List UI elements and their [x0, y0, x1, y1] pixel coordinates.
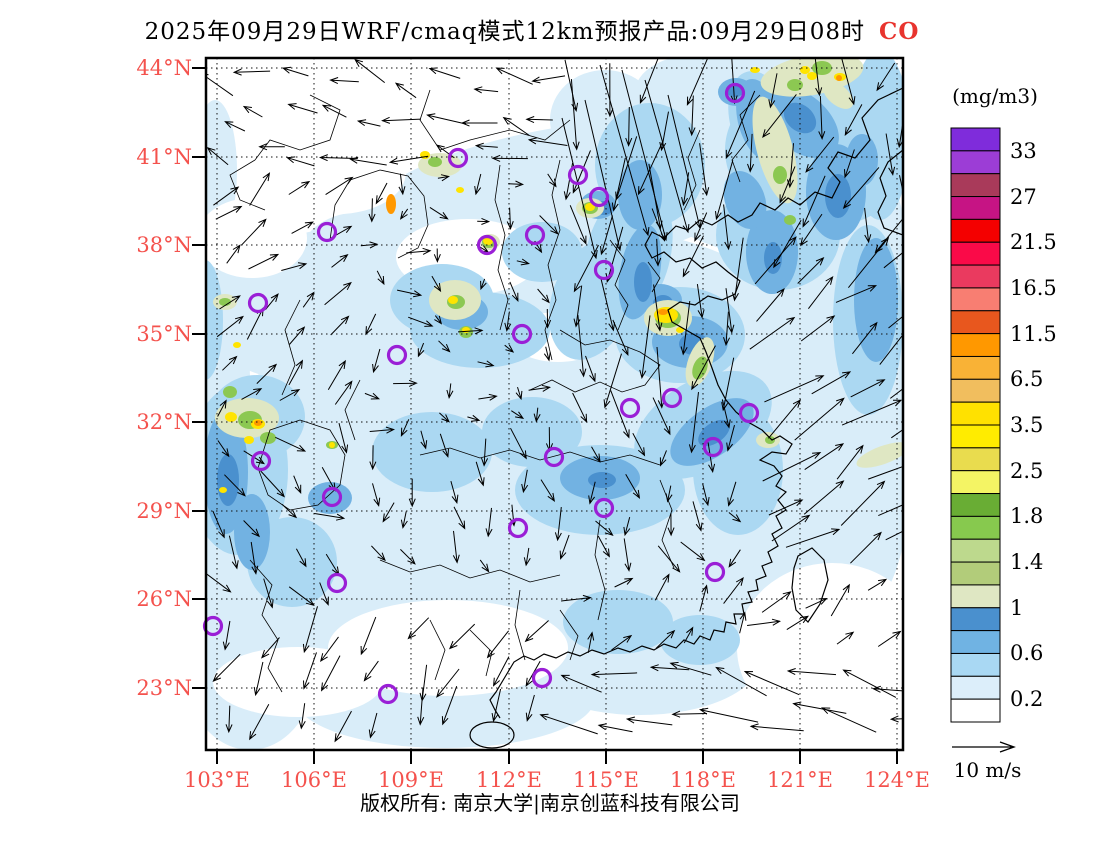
city-marker [704, 561, 726, 583]
title-text: 2025年09月29日WRF/cmaq模式12km预报产品:09月29日08时 [144, 19, 866, 45]
city-marker [567, 164, 589, 186]
city-marker [321, 486, 343, 508]
lon-label: 109°E [378, 768, 444, 792]
city-marker [619, 397, 641, 419]
page-title: 2025年09月29日WRF/cmaq模式12km预报产品:09月29日08时 C… [0, 12, 1064, 46]
lat-label: 29°N [136, 499, 192, 523]
legend-tick-label: 2.5 [1010, 458, 1044, 483]
city-marker [593, 259, 615, 281]
lon-label: 112°E [476, 768, 542, 792]
city-marker [326, 572, 348, 594]
city-marker [593, 497, 615, 519]
city-marker [476, 234, 498, 256]
legend-tick-label: 1 [1010, 595, 1024, 620]
city-marker [507, 517, 529, 539]
legend-tick-label: 0.6 [1010, 641, 1044, 666]
lon-label: 124°E [864, 768, 930, 792]
wind-scale-label: 10 m/s [953, 758, 1022, 782]
city-marker [316, 221, 338, 243]
lat-label: 38°N [136, 233, 192, 257]
legend-tick-label: 27 [1010, 184, 1037, 209]
legend-tick-label: 6.5 [1010, 367, 1044, 392]
city-marker [447, 147, 469, 169]
map-border [204, 56, 905, 752]
city-marker [524, 224, 546, 246]
city-markers [202, 82, 760, 705]
wind-vectors [206, 58, 903, 743]
legend-tick-label: 3.5 [1010, 413, 1044, 437]
city-marker [511, 323, 533, 345]
lat-label: 23°N [136, 676, 192, 700]
legend-tick-label: 0.2 [1010, 687, 1044, 712]
legend-tick-label: 1.4 [1010, 550, 1044, 575]
city-marker [724, 82, 746, 104]
city-marker [247, 292, 269, 314]
city-marker [661, 387, 683, 409]
city-marker [202, 615, 224, 637]
city-marker [738, 402, 760, 424]
city-marker [250, 450, 272, 472]
city-marker [377, 683, 399, 705]
wind-scale-arrow [952, 741, 1016, 753]
lat-label: 32°N [136, 410, 192, 434]
lon-label: 115°E [573, 768, 639, 792]
city-marker [531, 667, 553, 689]
copyright-text: 版权所有: 南京大学|南京创蓝科技有限公司 [360, 791, 740, 815]
city-marker [702, 436, 724, 458]
axis-ticks [192, 67, 898, 764]
lat-label: 35°N [136, 322, 192, 346]
concentration-field [206, 58, 903, 750]
lat-label: 41°N [136, 145, 192, 169]
lat-label: 26°N [136, 587, 192, 611]
legend-tick-label: 1.8 [1010, 504, 1044, 529]
legend-tick-label: 33 [1010, 138, 1037, 163]
lon-label: 121°E [767, 768, 833, 792]
legend-tick-label: 16.5 [1010, 275, 1057, 300]
city-marker [588, 186, 610, 208]
legend-unit-label: (mg/m3) [952, 84, 1038, 108]
pollutant-label: CO [879, 18, 920, 45]
lat-label: 44°N [136, 56, 192, 80]
city-marker [386, 344, 408, 366]
legend-colorbar [950, 127, 1001, 723]
lon-label: 103°E [184, 768, 250, 792]
lon-label: 106°E [281, 768, 347, 792]
legend-tick-label: 11.5 [1010, 321, 1057, 346]
legend-tick-label: 21.5 [1010, 230, 1057, 255]
city-marker [543, 446, 565, 468]
lon-label: 118°E [670, 768, 736, 792]
